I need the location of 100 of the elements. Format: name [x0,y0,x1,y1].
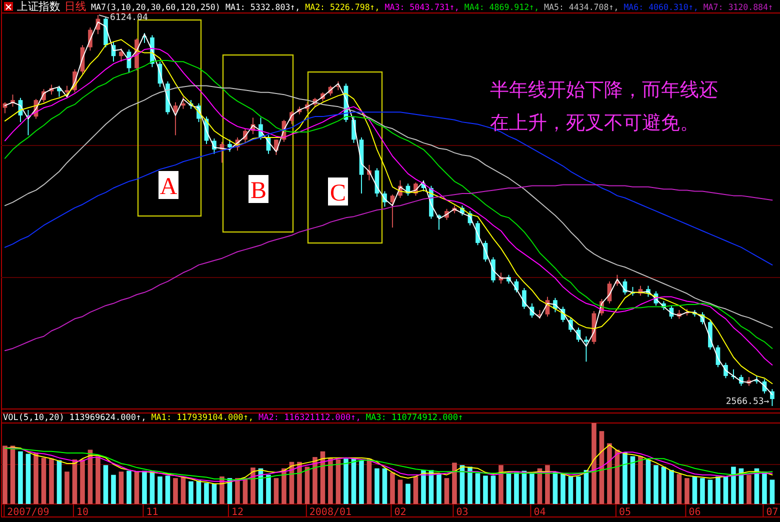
bar [436,474,442,504]
bar [746,474,752,504]
bar [716,476,720,504]
bar [297,462,302,504]
bar [630,456,636,504]
x-tick-label: 03 [456,507,468,518]
bar [770,480,775,504]
bar [165,476,170,504]
bar [506,473,512,504]
bar [344,458,348,504]
bar [180,477,186,504]
bar [64,472,70,504]
candlestick [64,85,70,96]
bar [49,458,54,504]
bar [359,460,364,504]
annotation: A [160,174,178,200]
bar [103,465,108,504]
bar [692,476,698,504]
bar [158,476,162,504]
bar [111,474,116,504]
bar [2,446,8,504]
bar [545,465,550,504]
bar [142,470,147,504]
text: MA4: 4869.912↑, [464,2,540,12]
text: MA6: 4060.310↑, [624,2,698,12]
bar [382,468,388,504]
x-tick-label: 11 [146,507,158,518]
bar [10,446,16,504]
bar [622,452,628,504]
bar [490,476,496,504]
bar [282,468,286,504]
bar [250,468,256,504]
bar [592,423,596,504]
bar [41,458,46,504]
bar [483,476,488,504]
candlestick [584,336,588,362]
bar [684,478,690,504]
bar [235,478,240,504]
bar [708,480,713,504]
bar [576,476,581,504]
annotation: 半年线开始下降，而年线还在上升，死叉不可避免。 [490,79,718,134]
x-tick-label: 05 [618,507,631,518]
bar [212,484,217,504]
bar [118,472,124,504]
x-tick-label: 04 [534,507,546,518]
candlestick [522,288,526,310]
bar [700,478,705,504]
bar [96,456,100,504]
bar [56,460,62,504]
bar [328,458,333,504]
annotation: B [250,178,267,204]
bar [452,462,457,504]
text: MA2: 5226.798↑, [305,2,380,12]
annotation: 113969624.000↑, [69,413,146,423]
bar [762,472,767,504]
annotation: 6124.04 [110,13,148,23]
bar [398,480,403,504]
bar [80,459,85,504]
bar [444,478,450,504]
bar [646,459,651,504]
annotation: C [330,180,346,206]
bar [475,473,480,504]
bar [560,473,566,504]
text: MA1: 5332.803↑, [225,2,300,12]
x-tick-label: 02 [394,507,406,518]
candlestick [57,85,62,98]
bar [468,466,472,504]
text: MA3: 110774912.000↑ [366,413,464,423]
bar [374,468,380,504]
bar [126,470,132,504]
x-tick-label: 06 [688,507,701,518]
annotation: 2566.53→ [726,397,770,407]
bar [676,474,682,504]
bar [406,484,410,504]
text: MA1: 117939104.000↑, [151,413,254,423]
bar [34,452,38,504]
bar [18,451,23,504]
bar [498,465,504,504]
text: MA3: 5043.731↑, [384,2,460,12]
bar [173,478,178,504]
legend-title: MA7(3,10,20,30,60,120,250) [91,2,220,12]
bar [607,443,612,504]
bar [421,470,426,504]
chart-title: 上证指数 [17,0,60,14]
bar [638,456,643,504]
bar [336,459,341,504]
bar [134,472,140,504]
bar [266,474,271,504]
candlestick [228,139,232,152]
bar [654,465,658,504]
bar [196,480,202,504]
bar [26,454,31,504]
bar [390,472,395,504]
bar [274,478,279,504]
bar [669,470,674,504]
text: MA2: 116321112.000↑, [258,413,361,423]
bar [661,466,666,504]
bar [204,482,209,504]
bar [312,457,318,504]
bar [366,458,372,504]
